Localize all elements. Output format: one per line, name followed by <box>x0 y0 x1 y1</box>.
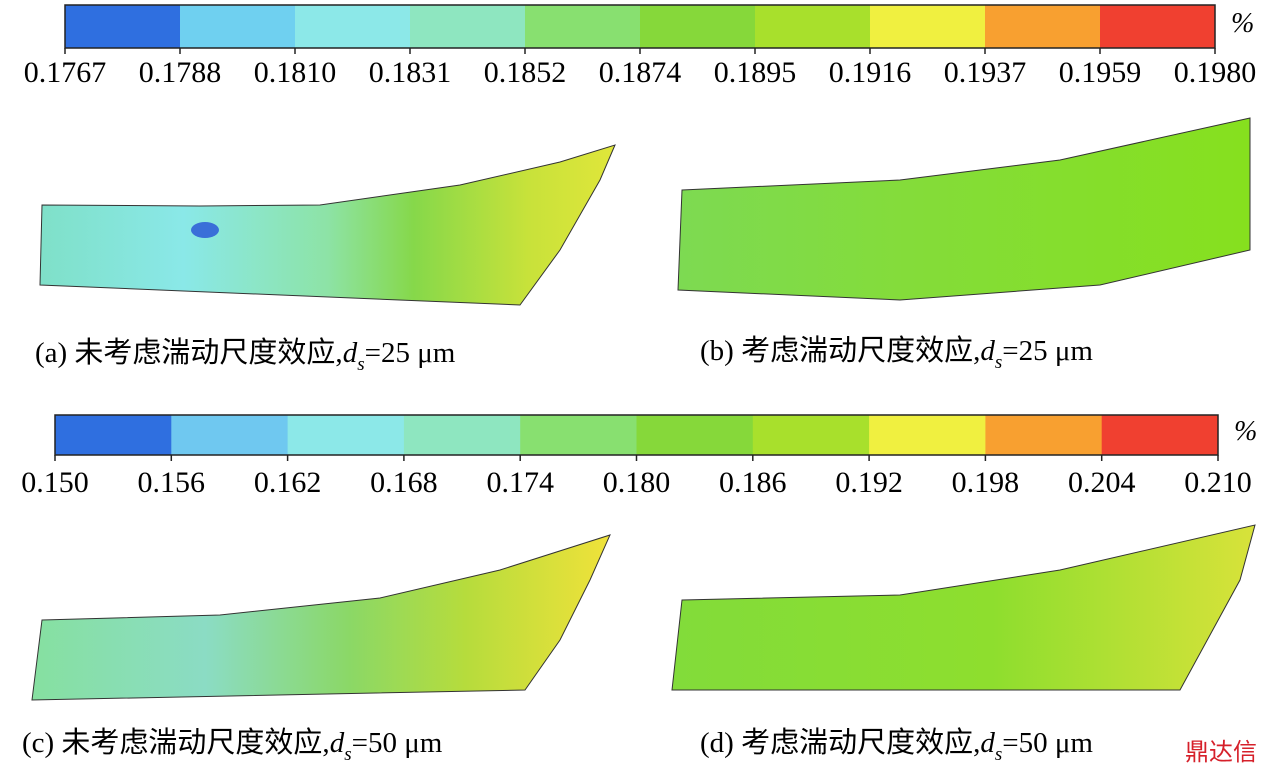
caption-value: =25 μm <box>365 337 456 369</box>
watermark: 鼎达信 <box>1185 738 1257 766</box>
colorbar-segment <box>985 5 1101 48</box>
colorbar-segment <box>525 5 641 48</box>
contour-plot-d <box>671 524 1256 691</box>
colorbar-tick-label: 0.1810 <box>254 56 337 89</box>
colorbar-tick-label: 0.1937 <box>944 56 1027 89</box>
colorbar-segment <box>287 415 405 455</box>
caption-subscript: s <box>344 744 351 765</box>
contour-plot-a <box>39 144 616 306</box>
colorbar-segment <box>295 5 411 48</box>
colorbar-segment <box>180 5 296 48</box>
colorbar-unit: % <box>1231 8 1254 39</box>
colorbar-segment <box>755 5 871 48</box>
colorbar-segment <box>65 5 181 48</box>
caption-symbol: d <box>980 727 995 759</box>
colorbar-tick-label: 0.1895 <box>714 56 797 89</box>
contour-spot <box>191 222 219 238</box>
caption-subscript: s <box>995 352 1002 373</box>
colorbar-segment <box>171 415 289 455</box>
caption-label: (a) 未考虑湍动尺度效应, <box>35 336 343 369</box>
colorbar-segment <box>869 415 986 455</box>
colorbar-tick-label: 0.156 <box>138 466 206 499</box>
colorbar-segment <box>410 5 526 48</box>
colorbar-tick-label: 0.1959 <box>1059 56 1142 89</box>
caption-symbol: d <box>330 727 345 759</box>
colorbar-tick-label: 0.210 <box>1184 466 1252 499</box>
captions: (a) 未考虑湍动尺度效应,ds=25 μm (b) 考虑湍动尺度效应,ds=25… <box>22 334 1093 765</box>
colorbar-segment <box>55 415 172 455</box>
colorbar-segment <box>985 415 1103 455</box>
colorbar-tick-label: 0.1852 <box>484 56 567 89</box>
colorbar-tick-label: 0.204 <box>1068 466 1136 499</box>
colorbars: 0.1767 0.1788 0.1810 0.1831 0.1852 0.1874 0.18… <box>21 4 1257 499</box>
colorbar-tick-label: 0.186 <box>719 466 787 499</box>
colorbar-tick-label: 0.1874 <box>599 56 682 89</box>
colorbar-segment <box>640 5 756 48</box>
colorbar-tick-label: 0.1788 <box>139 56 222 89</box>
colorbar-tick-label: 0.192 <box>835 466 903 499</box>
colorbar-tick-label: 0.174 <box>486 466 554 499</box>
contour-plot-c <box>31 534 611 701</box>
colorbar-segment <box>636 415 754 455</box>
caption-subscript: s <box>357 354 364 375</box>
contour-plot-b <box>677 117 1251 301</box>
caption-label: (d) 考虑湍动尺度效应, <box>700 726 980 759</box>
colorbar-segment <box>403 415 521 455</box>
colorbar-tick-label: 0.162 <box>254 466 322 499</box>
panel-caption: (c) 未考虑湍动尺度效应,ds=50 μm <box>22 726 443 765</box>
colorbar-tick-label: 0.1916 <box>829 56 912 89</box>
caption-value: =50 μm <box>352 727 443 759</box>
caption-label: (b) 考虑湍动尺度效应, <box>700 334 980 367</box>
caption-value: =50 μm <box>1002 727 1093 759</box>
panel-caption: (d) 考虑湍动尺度效应,ds=50 μm <box>700 726 1093 765</box>
caption-symbol: d <box>980 335 995 367</box>
caption-subscript: s <box>995 744 1002 765</box>
colorbar-tick-label: 0.1767 <box>24 56 107 89</box>
colorbar-segment <box>520 415 637 455</box>
colorbar-segment <box>1100 5 1216 48</box>
colorbar-tick-label: 0.1831 <box>369 56 452 89</box>
caption-value: =25 μm <box>1002 335 1093 367</box>
colorbar-tick-label: 0.168 <box>370 466 438 499</box>
colorbar-tick-label: 0.180 <box>603 466 671 499</box>
caption-symbol: d <box>343 337 358 369</box>
colorbar-segment <box>870 5 986 48</box>
colorbar-tick-label: 0.198 <box>952 466 1020 499</box>
colorbar-segment <box>1101 415 1219 455</box>
colorbar-segment <box>752 415 870 455</box>
panel-caption: (b) 考虑湍动尺度效应,ds=25 μm <box>700 334 1093 373</box>
colorbar-unit: % <box>1234 416 1257 447</box>
colorbar-tick-label: 0.150 <box>21 466 89 499</box>
colorbar-tick-label: 0.1980 <box>1174 56 1257 89</box>
caption-label: (c) 未考虑湍动尺度效应, <box>22 726 330 759</box>
panel-caption: (a) 未考虑湍动尺度效应,ds=25 μm <box>35 336 456 375</box>
